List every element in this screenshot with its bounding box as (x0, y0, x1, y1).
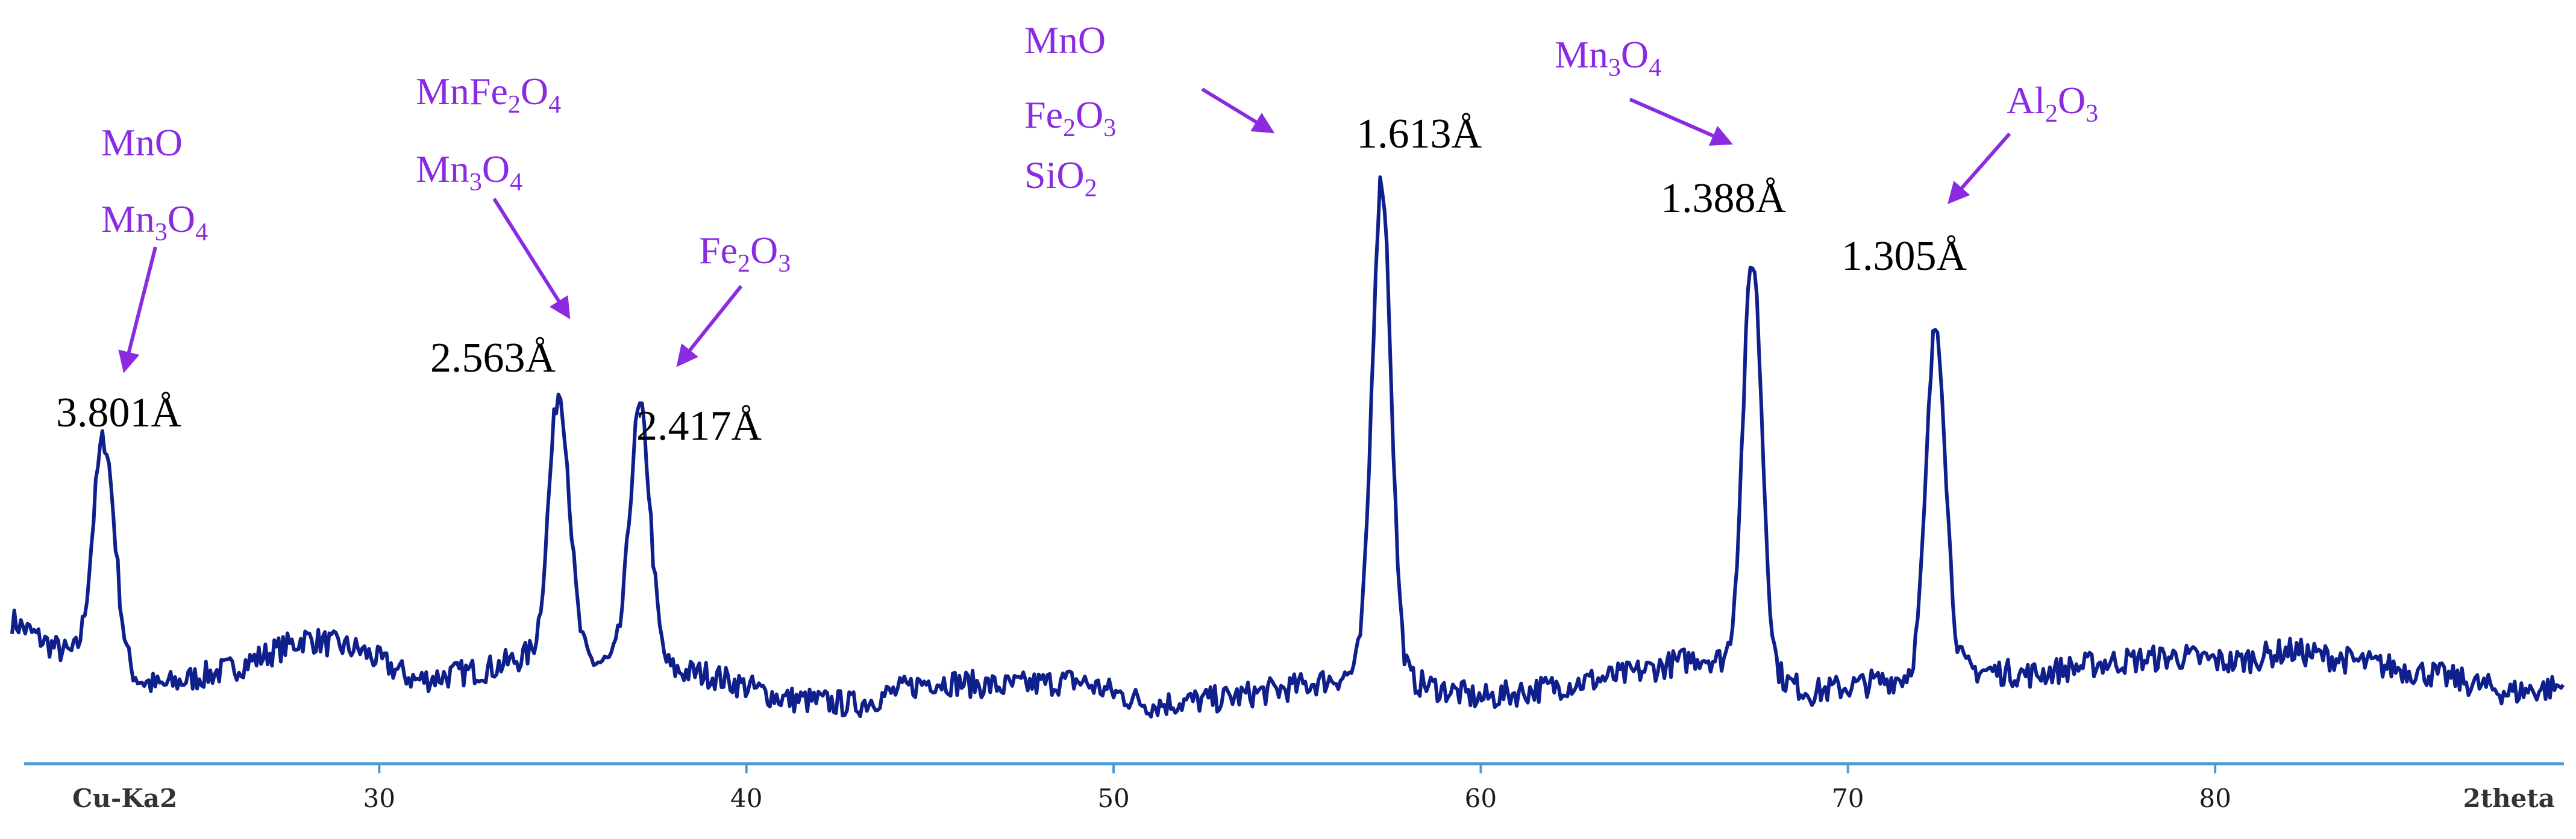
x-tick-label: 50 (1097, 784, 1129, 813)
phase-label: Mn3​O4​ (101, 198, 208, 246)
phase-label: Fe2​O3​ (1024, 93, 1116, 142)
phase-arrow (492, 198, 571, 320)
phase-label: SiO2​ (1024, 154, 1097, 202)
phase-label: MnO (1024, 19, 1106, 61)
phase-label: MnFe2​O4​ (416, 70, 561, 119)
radiation-label: Cu-Ka2 (72, 784, 177, 813)
phase-label: Mn3​O4​ (416, 148, 522, 196)
phase-label: MnO (101, 121, 183, 164)
x-tick-label: 70 (1832, 784, 1864, 813)
phase-arrow (1948, 133, 2011, 205)
x-axis-label: 2theta (2463, 784, 2556, 813)
phase-arrows (118, 87, 2011, 373)
d-spacing-label: 1.388Å (1661, 175, 1787, 222)
phase-label: Al2​O3​ (2007, 79, 2098, 128)
x-tick-label: 30 (363, 784, 395, 813)
x-tick-label: 40 (730, 784, 762, 813)
d-spacing-label: 2.417Å (636, 403, 762, 449)
d-spacing-label: 3.801Å (56, 390, 182, 436)
phase-arrow (676, 285, 743, 367)
x-tick-label: 60 (1465, 784, 1497, 813)
x-tick-labels: 30 40 50 60 70 80 (363, 764, 2231, 813)
pattern-layer (10, 175, 2565, 719)
xrd-pattern-line (10, 175, 2565, 719)
d-spacing-label: 1.613Å (1356, 111, 1482, 157)
phase-arrow (1629, 98, 1733, 146)
phase-label: Fe2​O3​ (699, 229, 791, 278)
d-spacing-label: 2.563Å (430, 335, 556, 381)
peak-labels: 3.801Å MnO Mn3​O4​ 2.563Å MnFe2​O4​ Mn3​O4​ 2.… (56, 19, 2098, 449)
phase-arrow (118, 246, 157, 373)
phase-label: Mn3​O4​ (1555, 33, 1661, 82)
x-tick-label: 80 (2199, 784, 2231, 813)
phase-arrow (1201, 87, 1275, 134)
d-spacing-label: 1.305Å (1841, 233, 1967, 279)
